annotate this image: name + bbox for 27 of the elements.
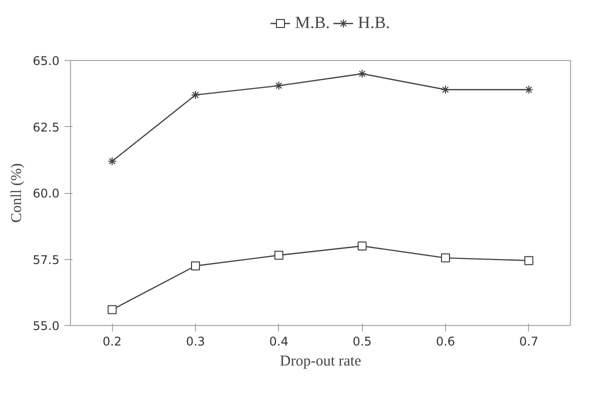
y-tick-label: 55.0 <box>32 319 60 333</box>
legend-label: H.B. <box>358 12 390 32</box>
point <box>441 85 450 94</box>
y-tick-label: 62.5 <box>32 120 60 134</box>
x-tick-label: 0.4 <box>269 334 288 348</box>
x-tick-label: 0.2 <box>102 334 122 348</box>
x-tick-label: 0.3 <box>186 334 206 348</box>
point <box>191 261 200 270</box>
y-axis-title: Conll (%) <box>8 163 25 223</box>
point <box>274 250 284 260</box>
x-axis-title: Drop-out rate <box>280 354 362 370</box>
point <box>358 242 367 250</box>
point <box>108 305 117 314</box>
y-tick-label: 60.0 <box>32 186 60 200</box>
legend-label: M.B. <box>294 12 330 32</box>
y-tick-label: 57.5 <box>32 252 60 267</box>
point <box>108 156 117 166</box>
x-tick-label: 0.6 <box>436 334 456 348</box>
x-tick-label: 0.5 <box>352 334 372 348</box>
point <box>274 81 284 90</box>
point <box>524 256 534 266</box>
x-tick-label: 0.7 <box>519 334 538 348</box>
point <box>191 90 200 100</box>
point <box>524 85 534 94</box>
point <box>441 253 450 262</box>
y-tick-label: 65.0 <box>32 54 60 68</box>
point <box>358 69 367 78</box>
